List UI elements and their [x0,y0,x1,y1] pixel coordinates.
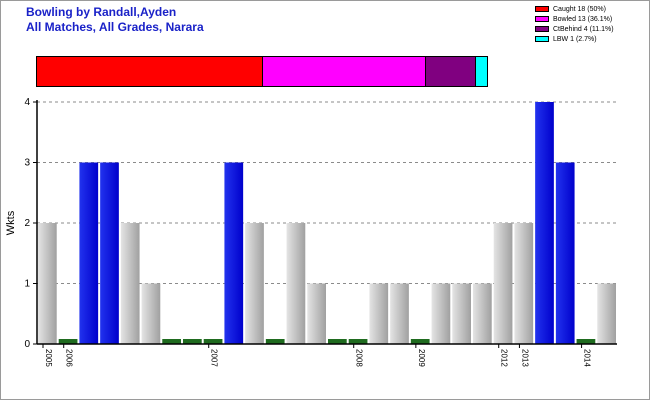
dismissal-share-bar [36,56,488,87]
chart-title-line1: Bowling by Randall,Ayden [26,5,177,19]
bar [535,102,554,344]
bar [120,223,140,344]
legend-swatch-caught [535,6,549,12]
x-tick-label: 2014 [583,349,592,367]
y-tick-label: 0 [24,339,30,350]
x-tick-label: 2007 [210,349,219,367]
legend-swatch-ctbehind [535,26,549,32]
x-tick-label: 2009 [417,349,426,367]
bar [576,339,596,344]
legend-label-caught: Caught 18 (50%) [553,5,606,13]
y-tick-label: 4 [24,97,30,108]
bar [452,283,471,344]
share-segment-caught [37,57,262,86]
bar [203,339,223,344]
share-segment-ctbehind [424,57,475,86]
bar [597,283,616,344]
bar [307,283,326,344]
x-tick-label: 2005 [44,349,53,367]
bar [348,339,368,344]
legend-label-ctbehind: CtBehind 4 (11.1%) [553,25,614,33]
share-segment-lbw [474,57,487,86]
legend: Caught 18 (50%) Bowled 13 (36.1%) CtBehi… [535,4,614,44]
bar [369,283,389,344]
legend-item-ctbehind: CtBehind 4 (11.1%) [535,24,614,34]
y-tick-label: 3 [24,158,30,169]
bar [431,283,451,344]
legend-label-bowled: Bowled 13 (36.1%) [553,15,613,23]
bar [410,339,430,344]
bar [58,339,78,344]
legend-item-bowled: Bowled 13 (36.1%) [535,14,614,24]
bar [79,162,99,344]
bar [265,339,285,344]
bar [493,223,513,344]
bar [141,283,161,344]
y-axis-title: Wkts [5,210,17,235]
bar [100,162,119,344]
bar [162,339,181,344]
y-tick-label: 1 [24,279,30,290]
bar [286,223,306,344]
bar [328,339,347,344]
legend-item-lbw: LBW 1 (2.7%) [535,34,614,44]
bar [390,283,409,344]
share-segment-bowled [262,57,425,86]
legend-swatch-lbw [535,36,549,42]
x-tick-label: 2006 [65,349,74,367]
x-tick-label: 2013 [520,349,529,367]
chart-title: Bowling by Randall,Ayden All Matches, Al… [26,5,204,35]
bar [514,223,534,344]
legend-label-lbw: LBW 1 (2.7%) [553,35,597,43]
x-tick-label: 2012 [500,349,509,367]
bar [555,162,575,344]
bar [183,339,202,344]
legend-item-caught: Caught 18 (50%) [535,4,614,14]
bar [473,283,492,344]
x-tick-label: 2008 [355,349,364,367]
chart-title-line2: All Matches, All Grades, Narara [26,20,204,34]
legend-swatch-bowled [535,16,549,22]
bar [224,162,244,344]
bar [38,223,57,344]
y-tick-label: 2 [24,218,30,229]
bar [245,223,264,344]
